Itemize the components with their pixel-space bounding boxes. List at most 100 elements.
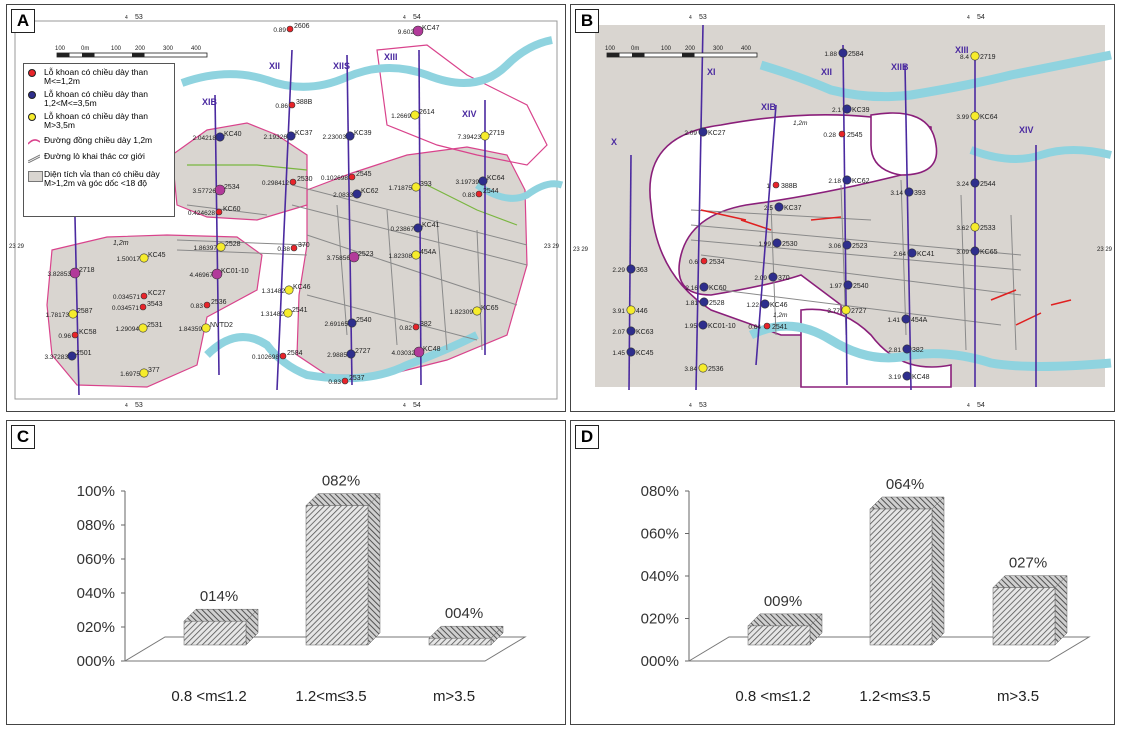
borehole-2501: 2501 3.37283: [45, 350, 92, 361]
borehole-kc65: KC65 1.82309: [450, 305, 499, 316]
contour-label: 1,2m: [793, 120, 808, 127]
borehole-2534: 2534 3.57726: [193, 184, 240, 196]
borehole-2544: 2544 3.24: [956, 178, 996, 188]
borehole-kc27: KC27 0.034571: [113, 290, 166, 301]
borehole-363: 363 2.29: [612, 264, 648, 274]
borehole-thickness: 4.46967: [190, 272, 214, 279]
borehole-thickness: 0.83: [328, 379, 341, 386]
borehole-thickness: 2.19326: [264, 134, 288, 141]
borehole-thickness: 1.84359: [179, 326, 203, 333]
borehole-id: KC39: [354, 130, 372, 137]
bar-2: [869, 496, 945, 646]
borehole-id: 2718: [79, 267, 95, 274]
borehole-marker: [763, 322, 771, 330]
borehole-kc40: KC40 2.04218: [193, 131, 242, 142]
y-tick-label: 000%: [77, 653, 115, 670]
yellow-dot-icon: [28, 113, 38, 123]
borehole-thickness: 2.69165: [325, 321, 349, 328]
borehole-marker: [283, 308, 293, 318]
borehole-marker: [970, 246, 980, 256]
section-line: [755, 104, 777, 366]
borehole-id: 2530: [297, 176, 313, 183]
borehole-thickness: 0.38: [277, 246, 290, 253]
borehole-marker: [626, 305, 636, 315]
thin-seam-zone-north: [870, 112, 938, 176]
panel-d-label: D: [575, 425, 599, 449]
grid-label-top: 53: [135, 14, 143, 21]
borehole-marker: [352, 189, 362, 199]
map-legend: Lỗ khoan có chiều dày than M<=1,2m Lỗ kh…: [23, 63, 175, 217]
borehole-2719: 2719 7.39423: [458, 130, 505, 141]
borehole-id: KC41: [917, 251, 935, 258]
section-line-label: XIII: [384, 52, 398, 62]
borehole-marker: [140, 292, 148, 300]
grid-label-side: 23 29: [544, 244, 560, 250]
borehole-thickness: 0.424628: [188, 210, 215, 217]
borehole-thickness: 2.18: [828, 178, 841, 185]
borehole-marker: [472, 306, 482, 316]
bar-top-face: [992, 575, 1068, 588]
y-tick-label: 060%: [641, 526, 679, 543]
borehole-kc48: KC48 3.19: [888, 371, 930, 381]
scale-bar-segment: [607, 53, 620, 57]
borehole-marker: [286, 131, 296, 141]
borehole-marker: [838, 130, 846, 138]
borehole-marker: [842, 240, 852, 250]
scale-bar-label: 100: [605, 46, 616, 52]
borehole-id: KC46: [293, 284, 311, 291]
mine-tunnel: [720, 289, 1002, 326]
panel-b-label: B: [575, 9, 599, 33]
grid-label-prefix: 4: [403, 15, 406, 21]
borehole-thickness: 3.99: [956, 114, 969, 121]
borehole-id: KC45: [636, 350, 654, 357]
borehole-2606: 2606 0.89: [273, 23, 309, 34]
bar-side-face: [931, 496, 945, 646]
legend-text: Đường lò khai thác cơ giới: [44, 151, 145, 161]
borehole-thickness: 2.0833: [333, 192, 353, 199]
borehole-kc64: KC64 3.19739: [456, 175, 505, 186]
borehole-id: 370: [298, 242, 310, 249]
borehole-marker: [345, 131, 355, 141]
grid-label-prefix: 4: [689, 403, 692, 409]
borehole-id: 2614: [419, 109, 435, 116]
section-line-label: XII: [269, 61, 280, 71]
borehole-2727: 2727 3.77: [827, 305, 867, 315]
borehole-370: 370 0.38: [277, 242, 309, 253]
borehole-marker: [69, 267, 81, 279]
borehole-kc37: KC37 2.19326: [264, 130, 313, 141]
borehole-kc41: KC41 0.23867: [391, 222, 440, 233]
bar-value-label: 009%: [764, 593, 802, 610]
borehole-thickness: 3.09: [956, 249, 969, 256]
borehole-marker: [772, 238, 782, 248]
bar-2: [305, 492, 381, 646]
legend-text: Đường đồng chiều dày 1,2m: [44, 135, 153, 145]
borehole-id: 377: [148, 367, 160, 374]
borehole-2540: 2540 1.97: [829, 280, 869, 290]
borehole-marker: [970, 111, 980, 121]
borehole-id: 2545: [356, 171, 372, 178]
borehole-thickness: 2.64: [893, 251, 906, 258]
borehole-id: 2534: [709, 259, 725, 266]
borehole-id: 2540: [853, 283, 869, 290]
mine-tunnel: [1010, 214, 1017, 351]
borehole-id: 382: [420, 321, 432, 328]
borehole-id: 2528: [225, 241, 241, 248]
borehole-marker: [68, 309, 78, 319]
mine-tunnel: [690, 209, 872, 221]
borehole-marker: [139, 368, 149, 378]
section-line-label: XIB: [202, 97, 218, 107]
legend-text: Diện tích vỉa than có chiều dày M>1,2m v…: [44, 169, 160, 188]
borehole-id: KC48: [912, 374, 930, 381]
borehole-marker: [970, 51, 980, 61]
borehole-id: 2587: [77, 308, 93, 315]
borehole-thickness: 2.29: [612, 267, 625, 274]
borehole-id: 2501: [76, 350, 92, 357]
y-tick-label: 100%: [77, 483, 115, 500]
borehole-thickness: 0.102698: [321, 175, 348, 182]
borehole-marker: [907, 248, 917, 258]
borehole-2536: 2536 3.84: [684, 363, 724, 373]
borehole-id: 2606: [294, 23, 310, 30]
borehole-kc60: KC60 2.16: [685, 282, 727, 292]
borehole-marker: [698, 127, 708, 137]
